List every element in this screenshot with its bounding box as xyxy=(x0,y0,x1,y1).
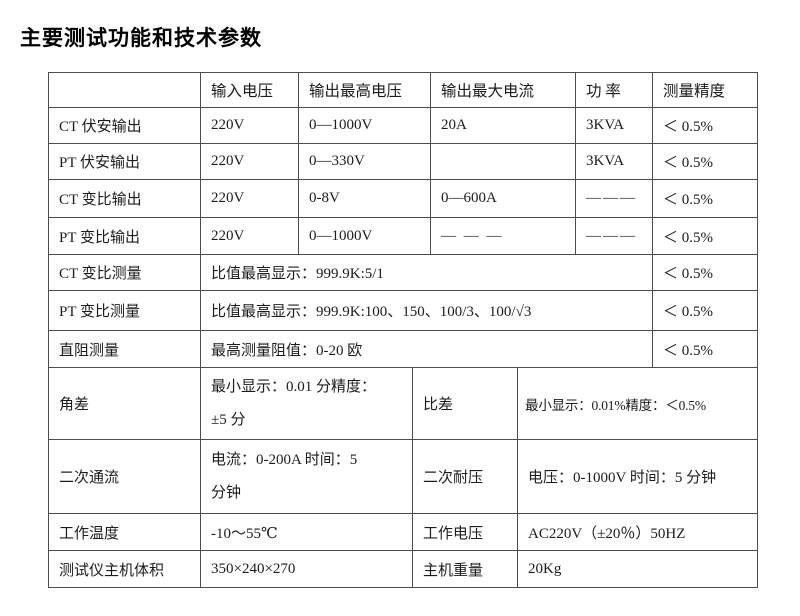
accuracy-cell: ＜ 0.5% xyxy=(652,217,759,255)
row-label: 主机重量 xyxy=(411,550,519,588)
input-voltage-cell: 220V xyxy=(200,217,299,255)
accuracy-cell: ＜ 0.5% xyxy=(652,143,759,180)
ratio-error-value-cell: 最小显示：0.01%精度：＜0.5% xyxy=(517,367,759,440)
dimensions-value-cell: 350×240×270 xyxy=(200,550,413,588)
ratio-display-cell: 比值最高显示：999.9K:5/1 xyxy=(199,254,654,291)
table-row-pt-va-output: PT 伏安输出 220V 0—330V 3KVA ＜ 0.5% xyxy=(48,143,759,180)
power-cell: ——— xyxy=(575,217,654,255)
row-label: CT 变比测量 xyxy=(48,254,201,291)
input-voltage-cell: 220V xyxy=(200,143,299,180)
row-label: CT 变比输出 xyxy=(48,179,201,218)
table-row-dc-resistance: 直阻测量 最高测量阻值：0-20 欧 ＜ 0.5% xyxy=(48,330,759,368)
max-output-voltage-cell: 0—330V xyxy=(297,143,432,180)
max-output-current-cell: 0—600A xyxy=(430,179,577,218)
table-header-row: 输入电压 输出最高电压 输出最大电流 功 率 测量精度 xyxy=(48,72,759,108)
row-label: 测试仪主机体积 xyxy=(48,550,201,588)
row-label: 工作电压 xyxy=(411,513,519,551)
header-input-voltage: 输入电压 xyxy=(200,72,299,108)
power-cell: ——— xyxy=(575,179,654,218)
header-accuracy: 测量精度 xyxy=(652,72,759,108)
table-row-host-dimensions: 测试仪主机体积 350×240×270 主机重量 20Kg xyxy=(48,550,759,588)
input-voltage-cell: 220V xyxy=(200,107,299,144)
row-label: PT 伏安输出 xyxy=(48,143,201,180)
header-max-output-current: 输出最大电流 xyxy=(430,72,577,108)
accuracy-cell: ＜ 0.5% xyxy=(652,330,759,368)
max-output-voltage-cell: 0—1000V xyxy=(297,217,432,255)
withstand-voltage-value-cell: 电压：0-1000V 时间：5 分钟 xyxy=(517,439,759,514)
row-label: 工作温度 xyxy=(48,513,201,551)
max-output-current-cell: — — — xyxy=(430,217,577,255)
accuracy-cell: ＜ 0.5% xyxy=(652,179,759,218)
accuracy-cell: ＜ 0.5% xyxy=(652,107,759,144)
temperature-range-cell: -10～55℃ xyxy=(200,513,413,551)
row-label: 比差 xyxy=(411,367,519,440)
max-output-voltage-cell: 0-8V xyxy=(297,179,432,218)
header-max-output-voltage: 输出最高电压 xyxy=(297,72,432,108)
spec-table: 输入电压 输出最高电压 输出最大电流 功 率 测量精度 CT 伏安输出 220V… xyxy=(48,72,759,588)
row-label: 直阻测量 xyxy=(48,330,201,368)
page-title: 主要测试功能和技术参数 xyxy=(20,27,262,50)
accuracy-cell: ＜ 0.5% xyxy=(652,254,759,291)
accuracy-cell: ＜ 0.5% xyxy=(652,290,759,331)
table-row-ct-ratio-measure: CT 变比测量 比值最高显示：999.9K:5/1 ＜ 0.5% xyxy=(48,254,759,291)
table-row-secondary-current: 二次通流 电流：0-200A 时间：5 分钟 二次耐压 电压：0-1000V 时… xyxy=(48,439,759,514)
table-row-pt-ratio-measure: PT 变比测量 比值最高显示：999.9K:100、150、100/3、100/… xyxy=(48,290,759,331)
angle-error-value-cell: 最小显示：0.01 分精度： ±5 分 xyxy=(200,367,413,440)
weight-value-cell: 20Kg xyxy=(517,550,759,588)
header-power: 功 率 xyxy=(575,72,654,108)
table-row-ct-va-output: CT 伏安输出 220V 0—1000V 20A 3KVA ＜ 0.5% xyxy=(48,107,759,144)
table-row-angle-error: 角差 最小显示：0.01 分精度： ±5 分 比差 最小显示：0.01%精度：＜… xyxy=(48,367,759,440)
working-voltage-value-cell: AC220V（±20％）50HZ xyxy=(517,513,759,551)
row-label: 二次通流 xyxy=(48,439,201,514)
row-label: 二次耐压 xyxy=(411,439,519,514)
header-empty-cell xyxy=(48,72,201,108)
max-output-current-cell xyxy=(430,143,577,180)
secondary-current-value-cell: 电流：0-200A 时间：5 分钟 xyxy=(200,439,413,514)
table-row-pt-ratio-output: PT 变比输出 220V 0—1000V — — — ——— ＜ 0.5% xyxy=(48,217,759,255)
input-voltage-cell: 220V xyxy=(200,179,299,218)
row-label: 角差 xyxy=(48,367,201,440)
row-label: PT 变比输出 xyxy=(48,217,201,255)
power-cell: 3KVA xyxy=(575,143,654,180)
power-cell: 3KVA xyxy=(575,107,654,144)
resistance-range-cell: 最高测量阻值：0-20 欧 xyxy=(199,330,654,368)
max-output-current-cell: 20A xyxy=(430,107,577,144)
row-label: CT 伏安输出 xyxy=(48,107,201,144)
table-row-ct-ratio-output: CT 变比输出 220V 0-8V 0—600A ——— ＜ 0.5% xyxy=(48,179,759,218)
table-row-working-temperature: 工作温度 -10～55℃ 工作电压 AC220V（±20％）50HZ xyxy=(48,513,759,551)
ratio-display-cell: 比值最高显示：999.9K:100、150、100/3、100/√3 xyxy=(199,290,654,331)
row-label: PT 变比测量 xyxy=(48,290,201,331)
max-output-voltage-cell: 0—1000V xyxy=(297,107,432,144)
